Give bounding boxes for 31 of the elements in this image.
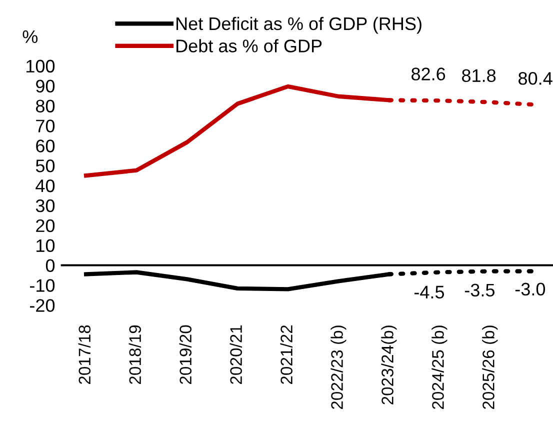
y-tick-label: 70 [36,120,55,132]
x-tick-label: 2018/19 [128,325,142,384]
x-tick-label: 2019/20 [179,325,192,384]
y-tick-label: 40 [36,179,55,192]
y-tick-label: 80 [36,100,55,112]
y-tick-label: -20 [30,299,55,312]
x-tick-label: 2022/23 (b) [330,326,346,409]
legend-label: Net Deficit as % of GDP (RHS) [176,16,422,34]
y-tick-label: 10 [36,239,55,252]
y-tick-label: 50 [36,160,55,172]
y-tick-label: 20 [36,219,55,232]
y-tick-label: 60 [36,140,55,152]
x-tick-label: 2020/21 [230,325,242,384]
data-label: -3.0 [515,282,546,296]
x-tick-label: 2021/22 [280,325,292,384]
x-tick-label: 2023/24(b) [381,326,397,404]
x-tick-label: 2025/26 (b) [482,326,498,409]
y-tick-label: 100 [26,60,55,73]
data-label: 80.4 [518,72,552,85]
data-label: -4.5 [414,286,444,299]
data-label: 81.8 [462,69,496,82]
y-tick-label: -10 [30,279,55,292]
y-axis-title: % [22,30,38,44]
y-tick-label: 0 [46,259,55,272]
legend-label: Debt as % of GDP [176,39,322,52]
data-label: -3.5 [464,284,494,297]
x-tick-label: 2024/25 (b) [432,326,448,409]
x-tick-label: 2017/18 [78,325,91,384]
y-tick-label: 30 [36,199,55,212]
data-label: 82.6 [412,68,446,80]
y-tick-label: 90 [36,80,55,93]
